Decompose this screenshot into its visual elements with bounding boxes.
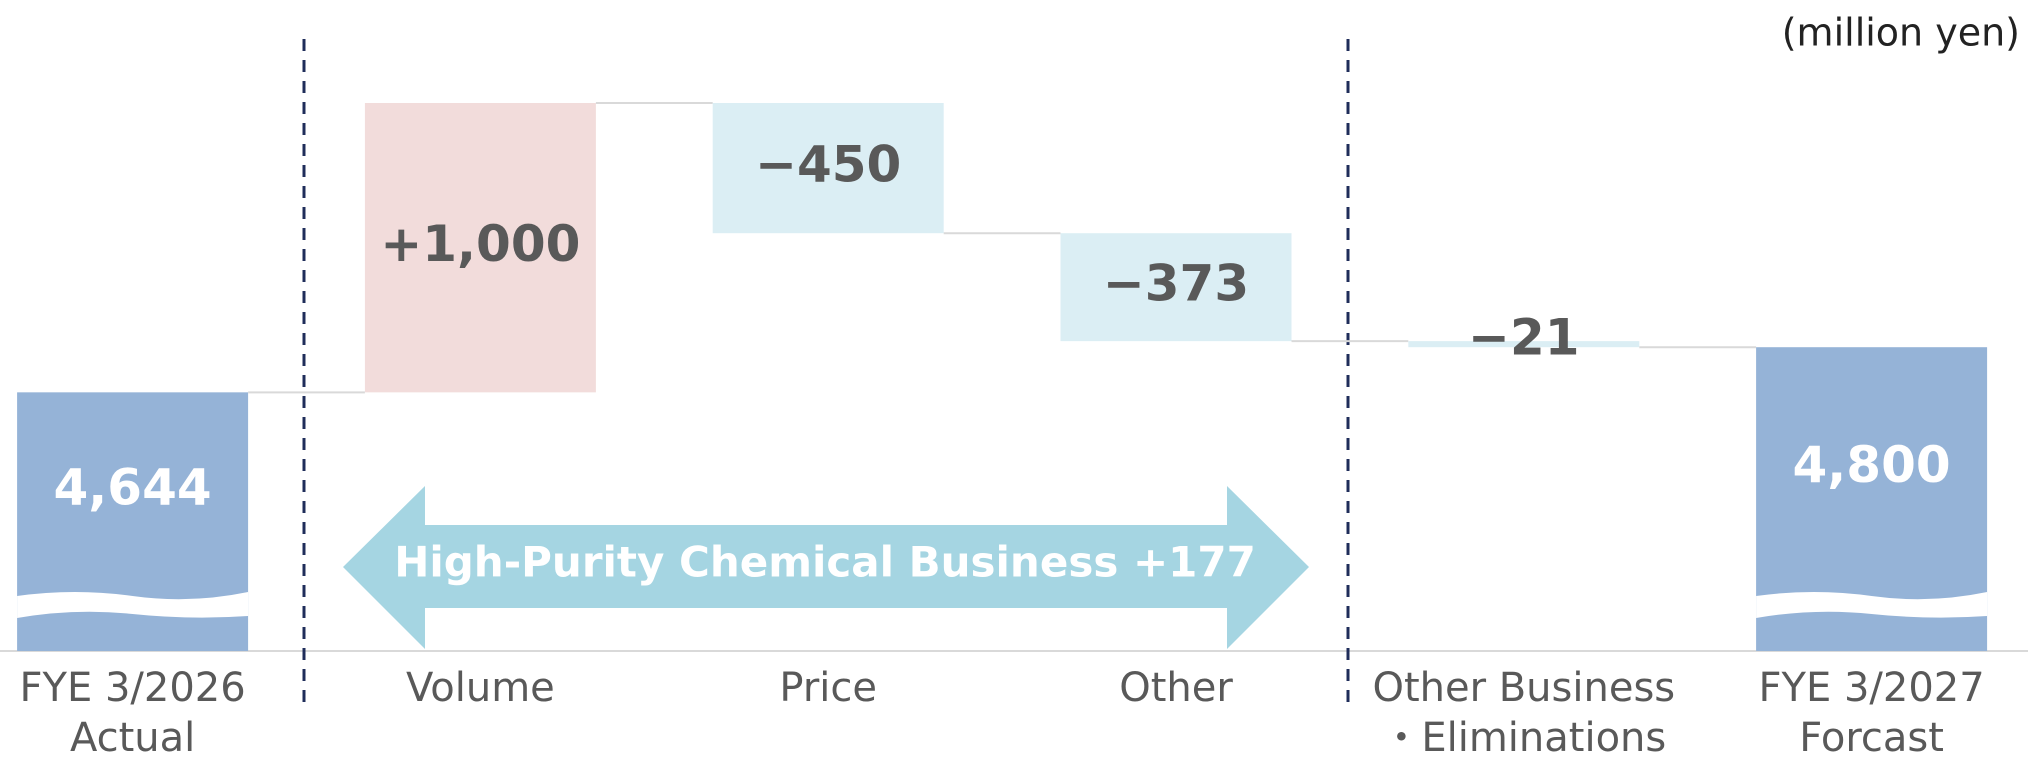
- value-label: +1,000: [380, 215, 580, 273]
- axis-break: [1756, 592, 1988, 618]
- value-label: 4,644: [54, 459, 212, 517]
- x-tick-label: Volume: [406, 665, 555, 711]
- x-tick-label: FYE 3/2026 Actual: [20, 665, 246, 761]
- axis-break: [17, 592, 249, 618]
- value-label: −450: [755, 136, 901, 194]
- unit-label: (million yen): [1782, 11, 2020, 55]
- x-tick-label: Other Business ・Eliminations: [1372, 665, 1675, 761]
- arrow: [343, 486, 1309, 649]
- bar: [712, 103, 944, 234]
- value-label: −21: [1468, 309, 1579, 367]
- x-tick-label: Other: [1119, 665, 1233, 711]
- annotation: High-Purity Chemical Business +177: [394, 538, 1256, 587]
- bar: [1408, 341, 1640, 348]
- x-tick-label: FYE 3/2027 Forcast: [1759, 665, 1985, 761]
- value-label: 4,800: [1793, 436, 1951, 494]
- bar: [364, 103, 596, 393]
- x-tick-label: Price: [779, 665, 877, 711]
- value-label: −373: [1103, 255, 1249, 313]
- bar: [1060, 233, 1292, 342]
